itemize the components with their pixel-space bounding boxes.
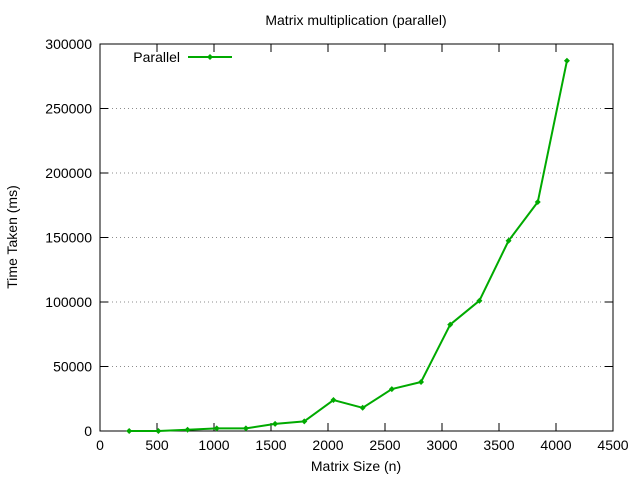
data-point [534,199,541,206]
data-point [272,420,279,427]
data-point [447,321,454,328]
y-tick-label: 250000 [45,101,92,117]
x-tick-label: 3000 [426,437,457,453]
data-point [563,57,570,64]
x-tick-label: 1500 [255,437,286,453]
series-layer [126,57,570,434]
data-point [184,426,191,433]
legend: Parallel [133,49,232,65]
x-tick-label: 500 [145,437,169,453]
grid [100,108,613,367]
data-point [242,425,249,432]
chart-title: Matrix multiplication (parallel) [265,12,446,28]
x-tick-label: 4500 [597,437,628,453]
y-tick-label: 0 [84,423,92,439]
data-point [505,237,512,244]
x-tick-label: 2500 [369,437,400,453]
legend-label: Parallel [133,49,180,65]
x-tick-label: 1000 [198,437,229,453]
x-tick-label: 4000 [540,437,571,453]
x-axis-label: Matrix Size (n) [311,458,401,474]
x-tick-label: 3500 [483,437,514,453]
legend-marker [207,54,213,60]
data-point [418,378,425,385]
data-point [330,397,337,404]
x-tick-label: 2000 [312,437,343,453]
y-tick-label: 300000 [45,36,92,52]
y-axis-label: Time Taken (ms) [4,185,20,288]
series-line [129,60,568,432]
x-tick-label: 0 [96,437,104,453]
data-point [213,425,220,432]
data-point [126,428,133,434]
y-tick-label: 150000 [45,230,92,246]
data-point [359,404,366,411]
data-point [301,418,308,425]
data-point [155,428,162,434]
y-tick-label: 200000 [45,165,92,181]
axis-ticks: 0 50000 100000 150000 200000 250000 300000 0 500… [45,36,628,453]
y-tick-label: 50000 [53,359,92,375]
data-point [476,297,483,304]
y-tick-label: 100000 [45,294,92,310]
data-point [388,386,395,393]
